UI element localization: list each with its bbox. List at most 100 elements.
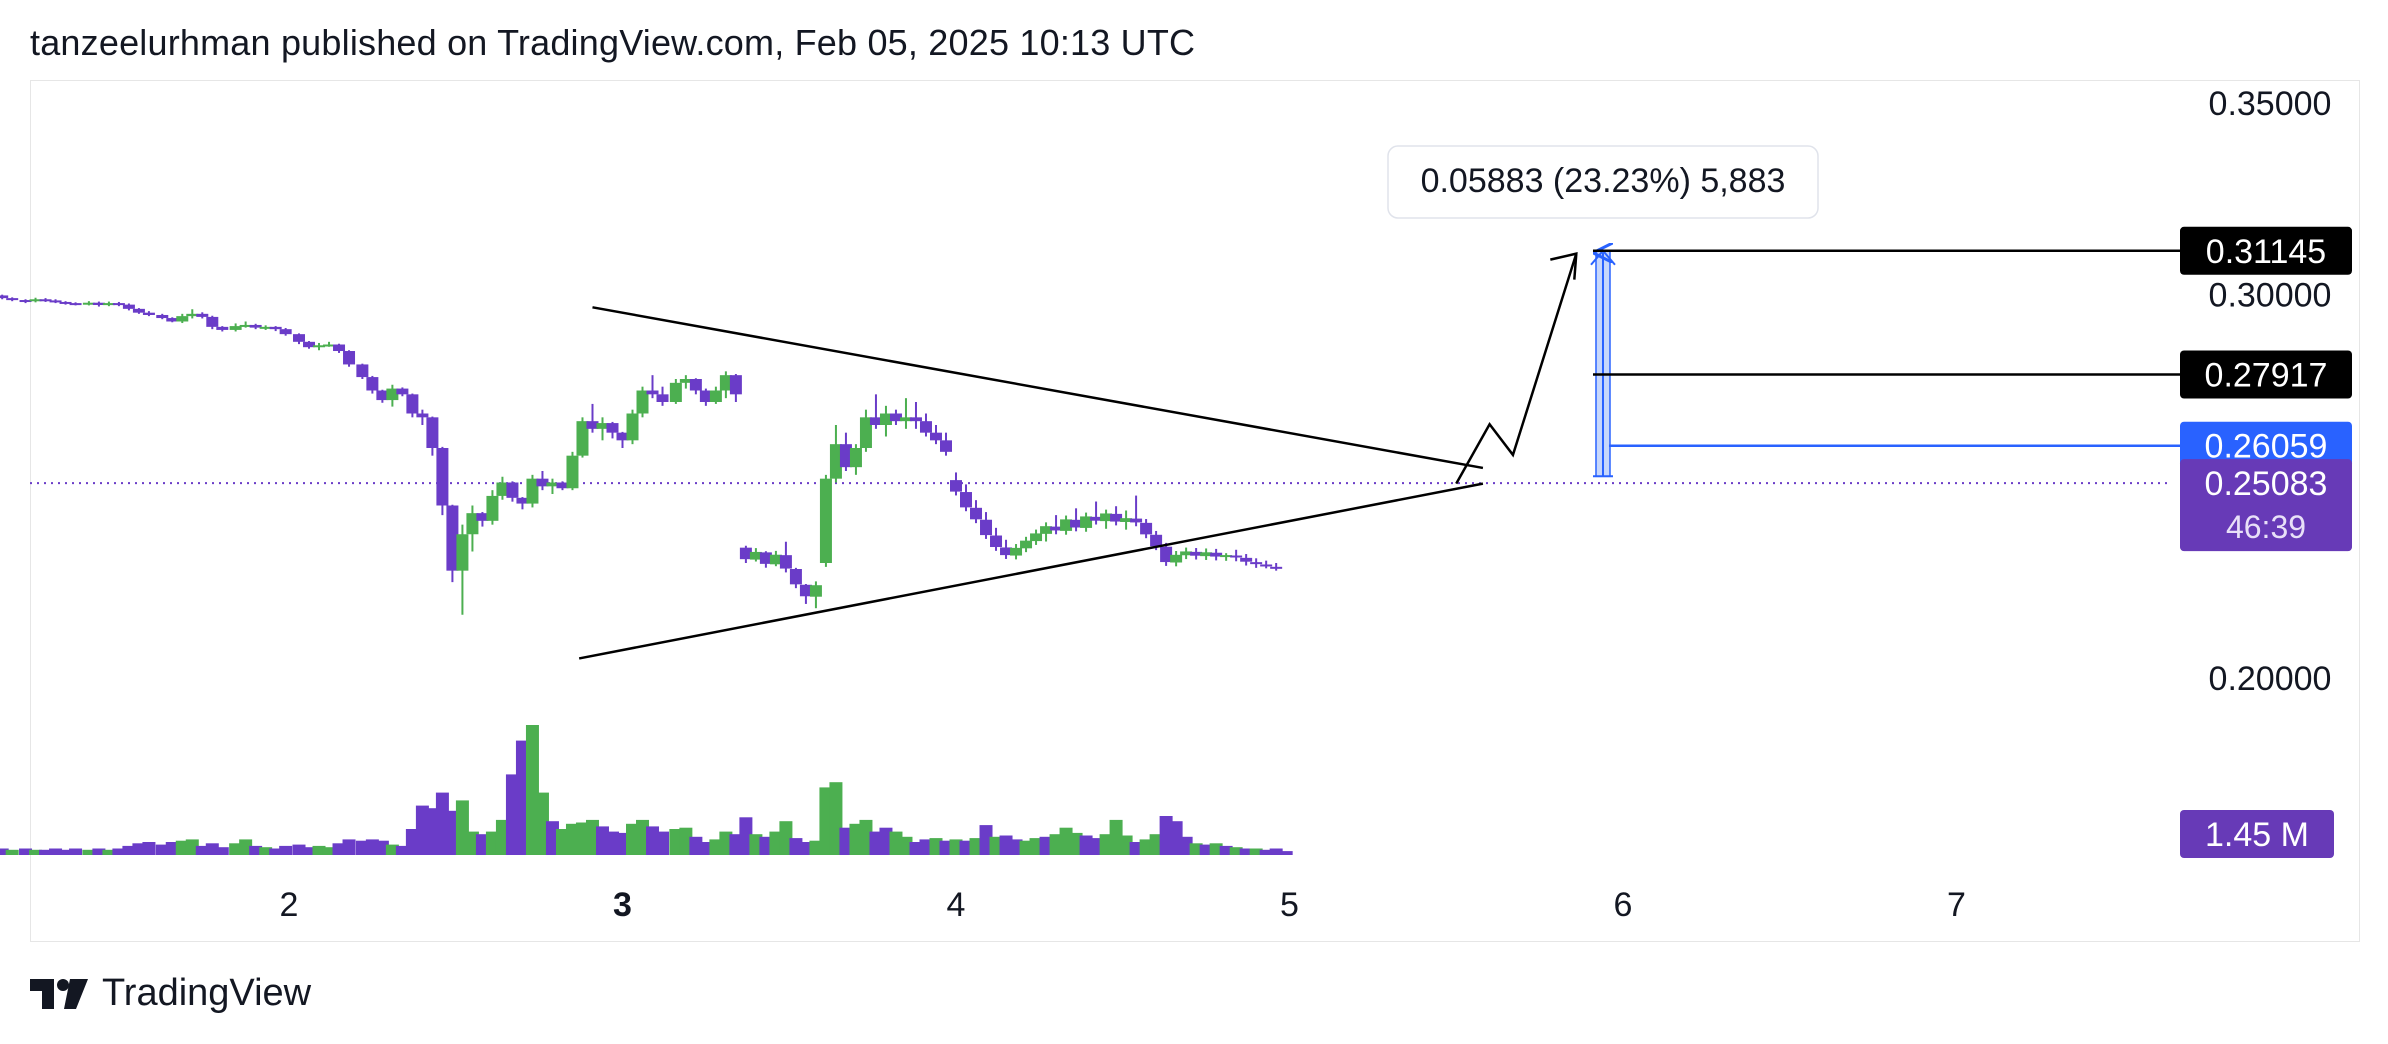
x-tick-label: 5 <box>1280 886 1299 924</box>
candle-body <box>39 299 52 302</box>
volume-bar <box>616 832 629 855</box>
volume-bar <box>859 819 873 855</box>
candle-body <box>186 313 199 317</box>
candle-body <box>323 344 336 347</box>
volume-bar <box>1059 827 1073 855</box>
candle-body <box>446 505 459 571</box>
candle-body <box>960 492 973 508</box>
volume-bar <box>205 843 219 855</box>
candle-body <box>1190 551 1203 556</box>
candle-body <box>699 390 712 402</box>
volume-bar <box>465 831 479 855</box>
volume-bar <box>929 838 943 855</box>
volume-bar <box>355 840 369 855</box>
volume-bar <box>829 782 843 855</box>
candle-body <box>496 482 509 496</box>
candle-body <box>1180 551 1193 556</box>
candle-body <box>19 300 32 303</box>
candle-body <box>102 303 115 306</box>
volume-bar <box>646 826 660 855</box>
volume-bar <box>899 836 913 855</box>
volume-bar <box>879 827 893 855</box>
candle-body <box>626 413 639 441</box>
volume-bar <box>59 849 73 855</box>
y-tick-label: 0.30000 <box>2209 277 2332 315</box>
volume-bar <box>709 839 723 855</box>
volume-bar <box>1189 843 1203 855</box>
candle-body <box>939 440 952 452</box>
candle-body <box>829 444 842 479</box>
volume-bar <box>279 845 293 855</box>
volume-bar <box>809 840 823 855</box>
candle-body <box>1200 552 1213 557</box>
candle-body <box>566 455 579 489</box>
volume-bar <box>699 842 713 855</box>
volume-bar <box>39 849 53 855</box>
candle-body <box>656 394 669 402</box>
candle-body <box>122 304 135 309</box>
candle-body <box>1020 540 1033 549</box>
candle-body <box>1130 518 1143 523</box>
volume-bar <box>215 847 229 855</box>
volume-bar <box>249 845 263 855</box>
candle-body <box>879 413 892 425</box>
candle-body <box>142 312 155 315</box>
candle-body <box>196 313 209 317</box>
tradingview-logo[interactable]: TradingView <box>30 972 311 1015</box>
candle-body <box>980 519 993 536</box>
volume-bar <box>1149 834 1163 855</box>
volume-bar <box>689 836 703 855</box>
candle-body <box>69 303 82 306</box>
volume-bar <box>1089 838 1103 855</box>
candle-body <box>239 324 252 327</box>
volume-bar <box>575 822 589 855</box>
candle-body <box>406 394 419 414</box>
projection-path <box>1455 253 1578 485</box>
candle-body <box>779 555 792 569</box>
candle-body <box>689 379 702 391</box>
candle-body <box>970 507 983 520</box>
volume-bar <box>1079 835 1093 855</box>
measure-label-text: 0.05883 (23.23%) 5,883 <box>1421 162 1786 200</box>
candle-body <box>1000 547 1013 556</box>
candle-body <box>176 316 189 322</box>
volume-bar <box>112 848 126 855</box>
candle-body <box>719 375 732 391</box>
volume-bar <box>1119 835 1133 855</box>
candle-body <box>789 569 802 585</box>
volume-bar <box>165 842 179 855</box>
projection-arrow-head <box>1550 252 1578 280</box>
volume-bar <box>445 810 459 855</box>
candle-body <box>436 448 449 506</box>
volume-bar <box>69 848 83 855</box>
candle-body <box>586 421 599 429</box>
candle-body <box>536 478 549 487</box>
volume-bar <box>759 836 773 855</box>
volume-bar <box>505 774 519 855</box>
volume-bar <box>82 849 96 855</box>
volume-bar <box>1159 816 1173 855</box>
candle-body <box>606 423 619 433</box>
candle-body <box>466 513 479 535</box>
candle-body <box>1240 557 1253 562</box>
volume-bar <box>749 834 763 855</box>
chart-frame <box>30 80 2360 942</box>
candle-body <box>839 444 852 468</box>
volume-bar <box>1039 836 1053 855</box>
volume-bar <box>102 849 116 855</box>
candle-body <box>739 547 752 560</box>
volume-bar <box>1139 839 1153 855</box>
volume-bar <box>819 787 833 855</box>
candle-body <box>82 302 95 305</box>
volume-bar <box>1269 848 1283 855</box>
volume-bar <box>919 839 933 855</box>
volume-bar <box>0 848 9 855</box>
candle-body <box>166 318 179 322</box>
volume-bar <box>719 831 733 855</box>
volume-bar <box>1229 847 1243 855</box>
candle-body <box>1170 554 1183 563</box>
volume-bar <box>889 831 903 855</box>
volume-bar <box>415 805 429 855</box>
candle-body <box>576 421 589 456</box>
